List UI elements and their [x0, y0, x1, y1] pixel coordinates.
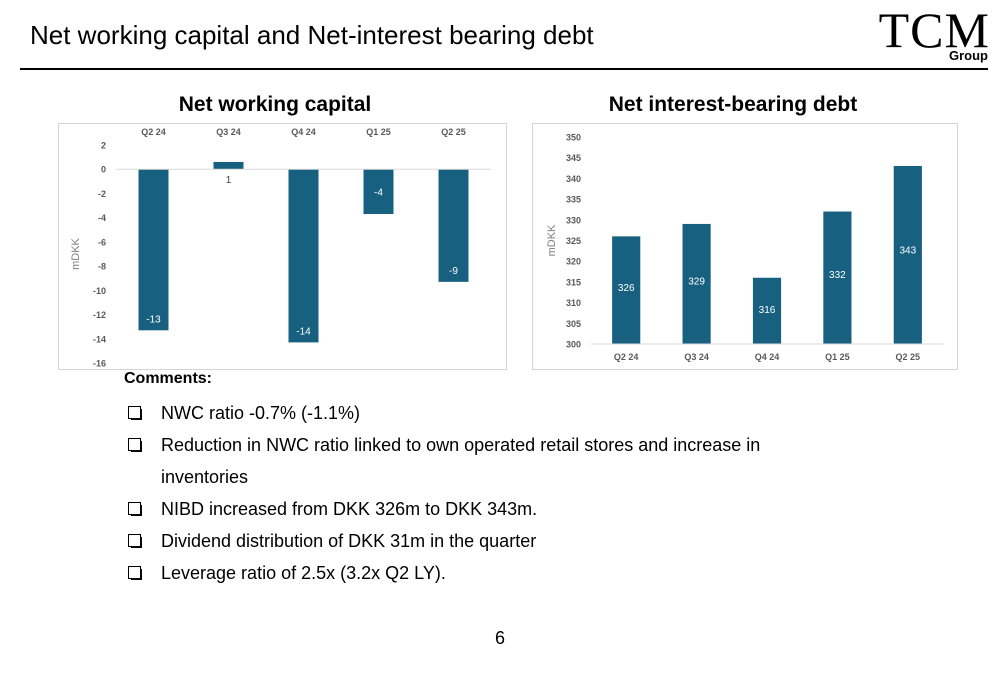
y-tick-label: -6 [98, 237, 106, 247]
company-logo: TCM Group [855, 4, 990, 66]
comment-item: Reduction in NWC ratio linked to own ope… [128, 429, 848, 493]
data-label: 329 [688, 276, 705, 287]
y-axis-label: mDKK [546, 224, 558, 256]
nwc-chart: 2 0 -2 -4 -6 -8 -10 -12 -14 -16 mDKK Q2 24 -13 Q3 24 1… [58, 123, 507, 370]
category-label: Q1 25 [825, 352, 850, 362]
y-tick-label: 2 [101, 141, 106, 151]
data-label: 1 [226, 175, 232, 186]
y-tick-label: 320 [566, 257, 581, 267]
data-label: -9 [449, 266, 458, 277]
category-label: Q3 24 [216, 127, 241, 137]
bar [363, 169, 394, 215]
logo-wordmark: TCM [878, 2, 990, 58]
y-tick-label: 345 [566, 153, 581, 163]
category-label: Q3 24 [684, 352, 709, 362]
checkbox-bullet-icon [128, 502, 142, 516]
nwc-chart-title: Net working capital [178, 93, 372, 116]
data-label: 326 [618, 283, 635, 294]
comment-text: Reduction in NWC ratio linked to own ope… [161, 435, 761, 487]
bar [612, 236, 641, 344]
bar [438, 169, 469, 282]
comment-text: Dividend distribution of DKK 31m in the … [161, 531, 537, 551]
comment-item: NWC ratio -0.7% (-1.1%) [128, 397, 848, 429]
y-axis-label: mDKK [70, 237, 82, 269]
comment-text: NIBD increased from DKK 326m to DKK 343m… [161, 499, 538, 519]
category-label: Q4 24 [291, 127, 316, 137]
y-tick-label: 340 [566, 174, 581, 184]
y-tick-label: -12 [93, 310, 106, 320]
category-label: Q2 25 [896, 352, 921, 362]
y-tick-label: 350 [566, 133, 581, 143]
category-label: Q4 24 [755, 352, 780, 362]
bar [752, 277, 782, 344]
category-label: Q2 25 [441, 127, 466, 137]
y-tick-label: -8 [98, 262, 106, 272]
bar [288, 169, 319, 343]
slide-title: Net working capital and Net-interest bea… [30, 20, 594, 50]
comments-title: Comments: [124, 370, 213, 387]
y-tick-label: 335 [566, 195, 581, 205]
bar [213, 161, 244, 170]
nibd-chart-title: Net interest-bearing debt [608, 93, 858, 116]
checkbox-bullet-icon [128, 406, 142, 420]
y-tick-label: 315 [566, 277, 581, 287]
bar [823, 211, 852, 344]
data-label: 332 [829, 270, 846, 281]
y-tick-label: -2 [98, 189, 106, 199]
comment-item: NIBD increased from DKK 326m to DKK 343m… [128, 493, 848, 525]
y-tick-label: -16 [93, 359, 106, 369]
data-label: 343 [899, 246, 916, 257]
bar [138, 169, 169, 331]
comments-list: NWC ratio -0.7% (-1.1%) Reduction in NWC … [128, 397, 848, 589]
data-label: -13 [146, 314, 161, 325]
y-tick-label: -14 [93, 334, 106, 344]
y-tick-label: 305 [566, 319, 581, 329]
category-label: Q2 24 [141, 127, 166, 137]
bar [893, 165, 922, 344]
nibd-chart-svg: 350 345 340 335 330 325 320 315 310 305 300 mDKK Q2 … [546, 133, 943, 362]
logo-subtitle: Group [949, 48, 988, 63]
nibd-chart: 350 345 340 335 330 325 320 315 310 305 300 mDKK Q2 … [532, 123, 958, 370]
y-tick-label: 300 [566, 340, 581, 350]
comment-item: Leverage ratio of 2.5x (3.2x Q2 LY). [128, 557, 848, 589]
nwc-chart-svg: 2 0 -2 -4 -6 -8 -10 -12 -14 -16 mDKK Q2 24 -13 Q3 24 1… [70, 127, 491, 369]
y-tick-label: 330 [566, 215, 581, 225]
page-number: 6 [494, 628, 505, 648]
category-label: Q2 24 [614, 352, 639, 362]
title-divider [20, 68, 988, 70]
comment-text: NWC ratio -0.7% (-1.1%) [161, 403, 361, 423]
bar [682, 223, 711, 344]
comment-item: Dividend distribution of DKK 31m in the … [128, 525, 848, 557]
y-tick-label: 325 [566, 236, 581, 246]
checkbox-bullet-icon [128, 438, 142, 452]
data-label: -4 [374, 188, 383, 199]
y-tick-label: -10 [93, 286, 106, 296]
data-label: 316 [759, 305, 776, 316]
y-tick-label: 0 [101, 165, 106, 175]
category-label: Q1 25 [366, 127, 391, 137]
checkbox-bullet-icon [128, 566, 142, 580]
comment-text: Leverage ratio of 2.5x (3.2x Q2 LY). [161, 563, 446, 583]
data-label: -14 [296, 326, 311, 337]
y-tick-label: -4 [98, 213, 106, 223]
y-tick-label: 310 [566, 298, 581, 308]
checkbox-bullet-icon [128, 534, 142, 548]
